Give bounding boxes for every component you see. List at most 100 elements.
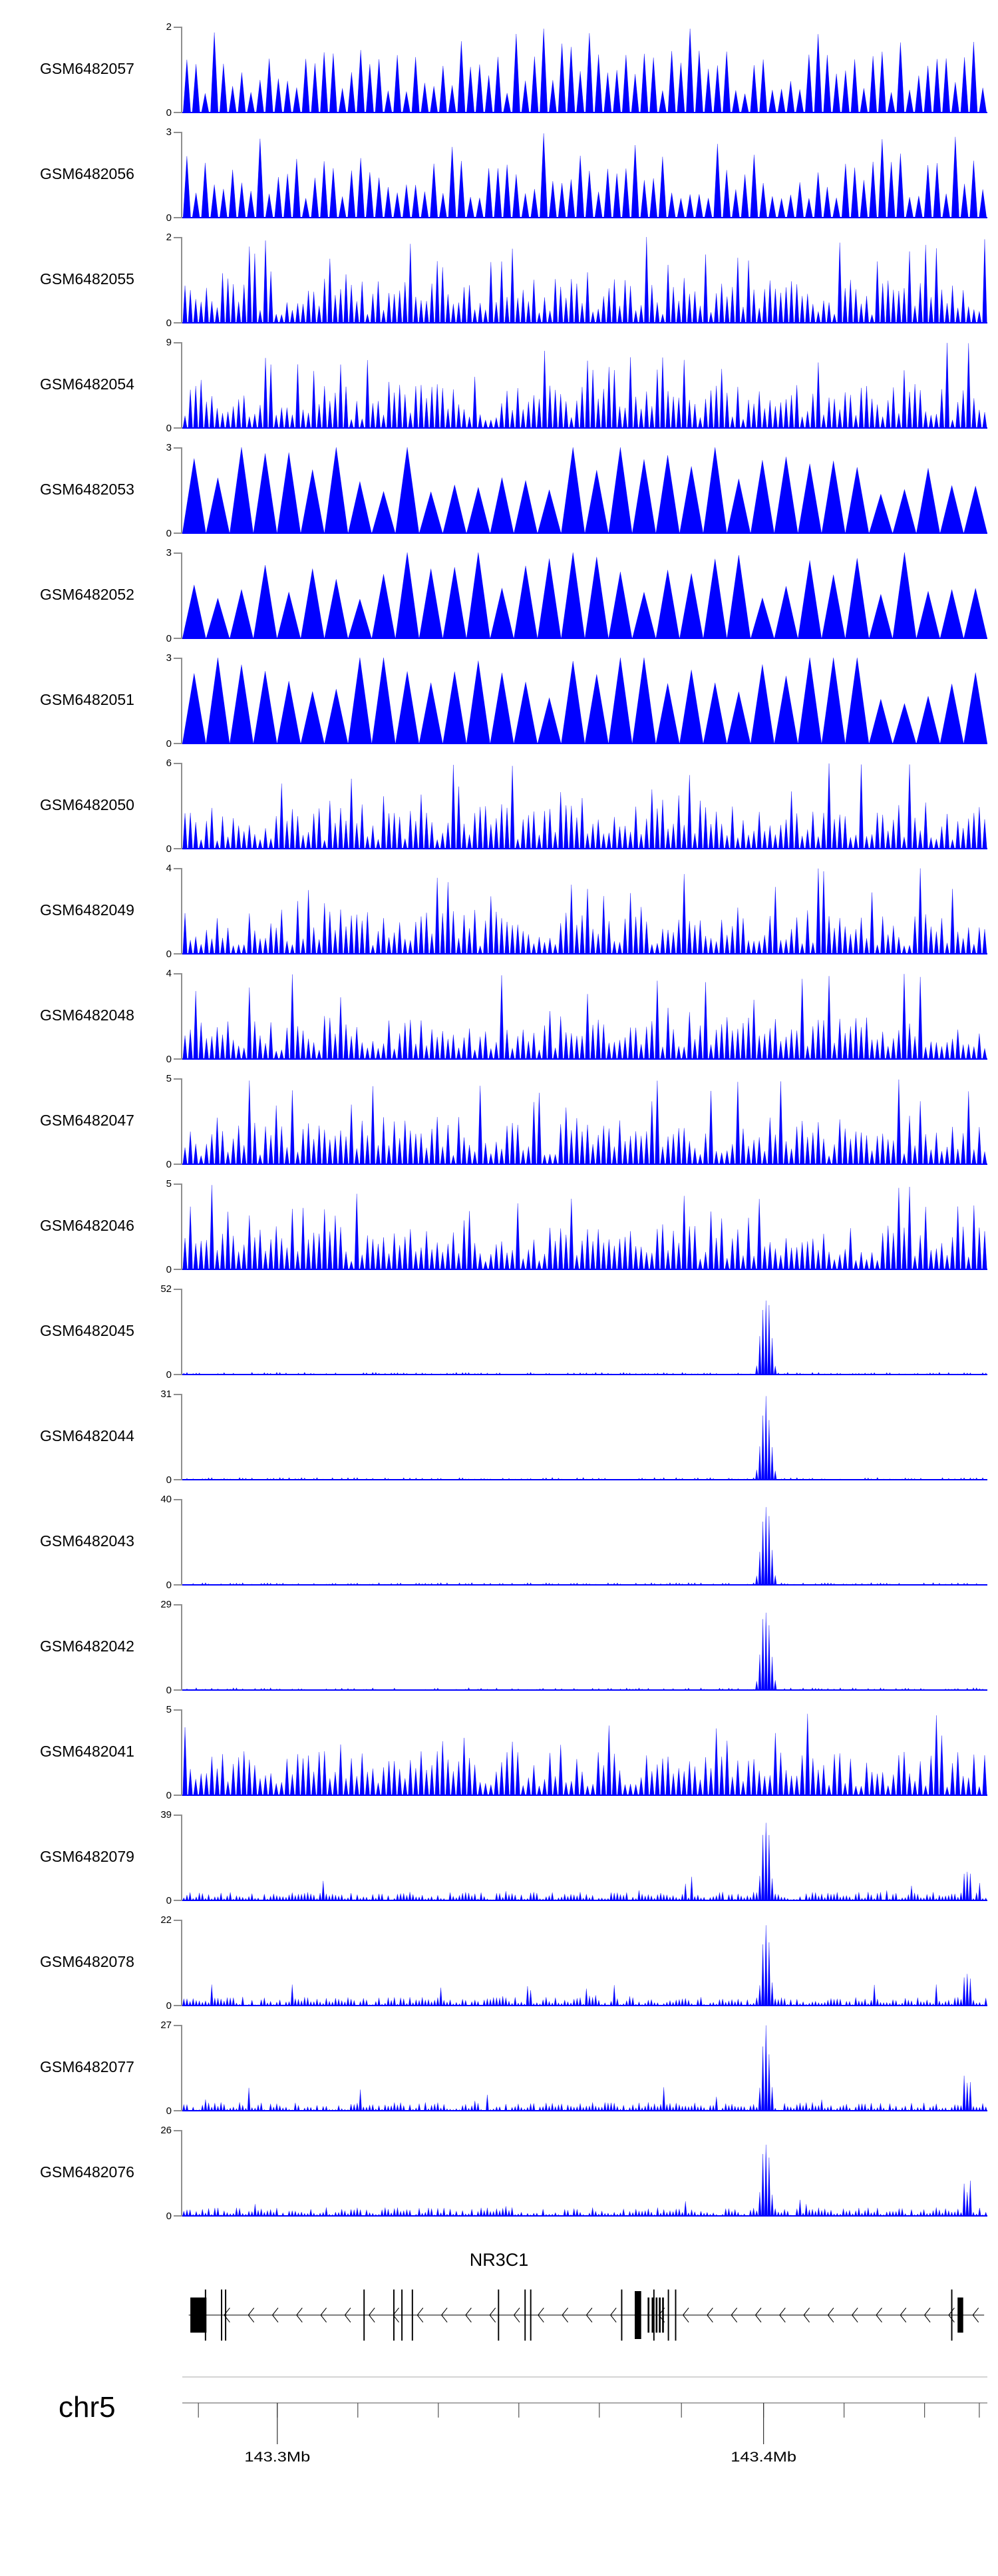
y-axis-tick-min	[174, 322, 182, 323]
track-signal-plot[interactable]	[182, 868, 987, 955]
track-signal-plot[interactable]	[182, 763, 987, 849]
y-axis-tick-max	[174, 868, 182, 869]
y-axis-min-label: 0	[166, 843, 172, 855]
signal-track: GSM6482048 4 0	[0, 968, 998, 1064]
y-axis-max-label: 6	[166, 757, 172, 769]
y-axis-max-label: 39	[160, 1809, 172, 1821]
track-label: GSM6482044	[40, 1427, 134, 1444]
track-label: GSM6482043	[40, 1532, 134, 1550]
track-label: GSM6482050	[40, 796, 134, 813]
signal-track: GSM6482055 2 0	[0, 232, 998, 328]
y-axis-min-label: 0	[166, 1580, 172, 1591]
y-axis-line	[181, 763, 182, 849]
track-signal-plot[interactable]	[182, 1183, 987, 1270]
track-signal-plot[interactable]	[182, 1394, 987, 1480]
track-label: GSM6482047	[40, 1112, 134, 1129]
track-baseline	[182, 1900, 987, 1901]
y-axis-line	[181, 447, 182, 534]
track-baseline	[182, 533, 987, 534]
y-axis-tick-min	[174, 427, 182, 429]
track-signal-plot[interactable]	[182, 2130, 987, 2217]
track-label: GSM6482057	[40, 60, 134, 77]
track-signal-plot[interactable]	[182, 342, 987, 429]
y-axis-tick-min	[174, 2215, 182, 2217]
track-label: GSM6482048	[40, 1006, 134, 1024]
track-signal-plot[interactable]	[182, 1709, 987, 1796]
track-signal-plot[interactable]	[182, 27, 987, 113]
track-baseline	[182, 2110, 987, 2111]
y-axis-min-label: 0	[166, 1054, 172, 1065]
y-axis-tick-max	[174, 1078, 182, 1080]
track-label: GSM6482055	[40, 270, 134, 288]
y-axis-min-label: 0	[166, 1264, 172, 1275]
y-axis-min-label: 0	[166, 423, 172, 434]
y-axis-tick-min	[174, 1374, 182, 1375]
track-baseline	[182, 1269, 987, 1270]
y-axis-max-label: 27	[160, 2020, 172, 2031]
y-axis-max-label: 52	[160, 1283, 172, 1295]
y-axis-line	[181, 27, 182, 113]
gene-model-graphic[interactable]	[182, 2275, 987, 2355]
y-axis-max-label: 5	[166, 1704, 172, 1715]
track-baseline	[182, 2215, 987, 2217]
y-axis-tick-min	[174, 1479, 182, 1480]
y-axis-line	[181, 1709, 182, 1796]
genomic-coordinate-axis[interactable]: 143.3Mb 143.4Mb	[182, 2376, 987, 2529]
track-signal-plot[interactable]	[182, 658, 987, 744]
signal-track: GSM6482077 27 0	[0, 2020, 998, 2116]
signal-track: GSM6482051 3 0	[0, 653, 998, 749]
y-axis-line	[181, 1815, 182, 1901]
track-baseline	[182, 1479, 987, 1480]
track-signal-plot[interactable]	[182, 237, 987, 323]
track-y-axis: 40 0	[160, 1494, 182, 1590]
track-signal-plot[interactable]	[182, 1815, 987, 1901]
y-axis-tick-min	[174, 1058, 182, 1060]
track-signal-plot[interactable]	[182, 447, 987, 534]
track-signal-plot[interactable]	[182, 132, 987, 218]
y-axis-line	[181, 2130, 182, 2217]
signal-track: GSM6482047 5 0	[0, 1074, 998, 1170]
y-axis-tick-min	[174, 1795, 182, 1796]
track-signal-plot[interactable]	[182, 2025, 987, 2111]
y-axis-tick-min	[174, 743, 182, 744]
y-axis-max-label: 22	[160, 1914, 172, 1926]
track-signal-plot[interactable]	[182, 1604, 987, 1691]
y-axis-min-label: 0	[166, 2105, 172, 2117]
y-axis-max-label: 3	[166, 442, 172, 453]
track-baseline	[182, 1374, 987, 1375]
track-signal-plot[interactable]	[182, 552, 987, 639]
track-signal-plot[interactable]	[182, 1499, 987, 1586]
y-axis-line	[181, 1920, 182, 2006]
track-y-axis: 29 0	[160, 1600, 182, 1695]
y-axis-max-label: 2	[166, 21, 172, 33]
y-axis-tick-max	[174, 1394, 182, 1395]
signal-track: GSM6482041 5 0	[0, 1705, 998, 1801]
track-label: GSM6482056	[40, 165, 134, 182]
signal-track: GSM6482044 31 0	[0, 1389, 998, 1485]
track-signal-plot[interactable]	[182, 1289, 987, 1375]
y-axis-line	[181, 1499, 182, 1586]
track-signal-plot[interactable]	[182, 1920, 987, 2006]
y-axis-tick-max	[174, 1920, 182, 1921]
y-axis-max-label: 5	[166, 1178, 172, 1189]
track-signal-plot[interactable]	[182, 1078, 987, 1165]
track-label: GSM6482052	[40, 586, 134, 603]
track-baseline	[182, 638, 987, 639]
y-axis-line	[181, 868, 182, 955]
track-y-axis: 27 0	[160, 2020, 182, 2116]
y-axis-line	[181, 1183, 182, 1270]
track-signal-plot[interactable]	[182, 973, 987, 1060]
y-axis-max-label: 3	[166, 126, 172, 138]
svg-text:143.4Mb: 143.4Mb	[731, 2449, 796, 2464]
track-label: GSM6482079	[40, 1848, 134, 1865]
y-axis-tick-min	[174, 112, 182, 113]
y-axis-tick-max	[174, 552, 182, 554]
signal-track: GSM6482057 2 0	[0, 22, 998, 118]
